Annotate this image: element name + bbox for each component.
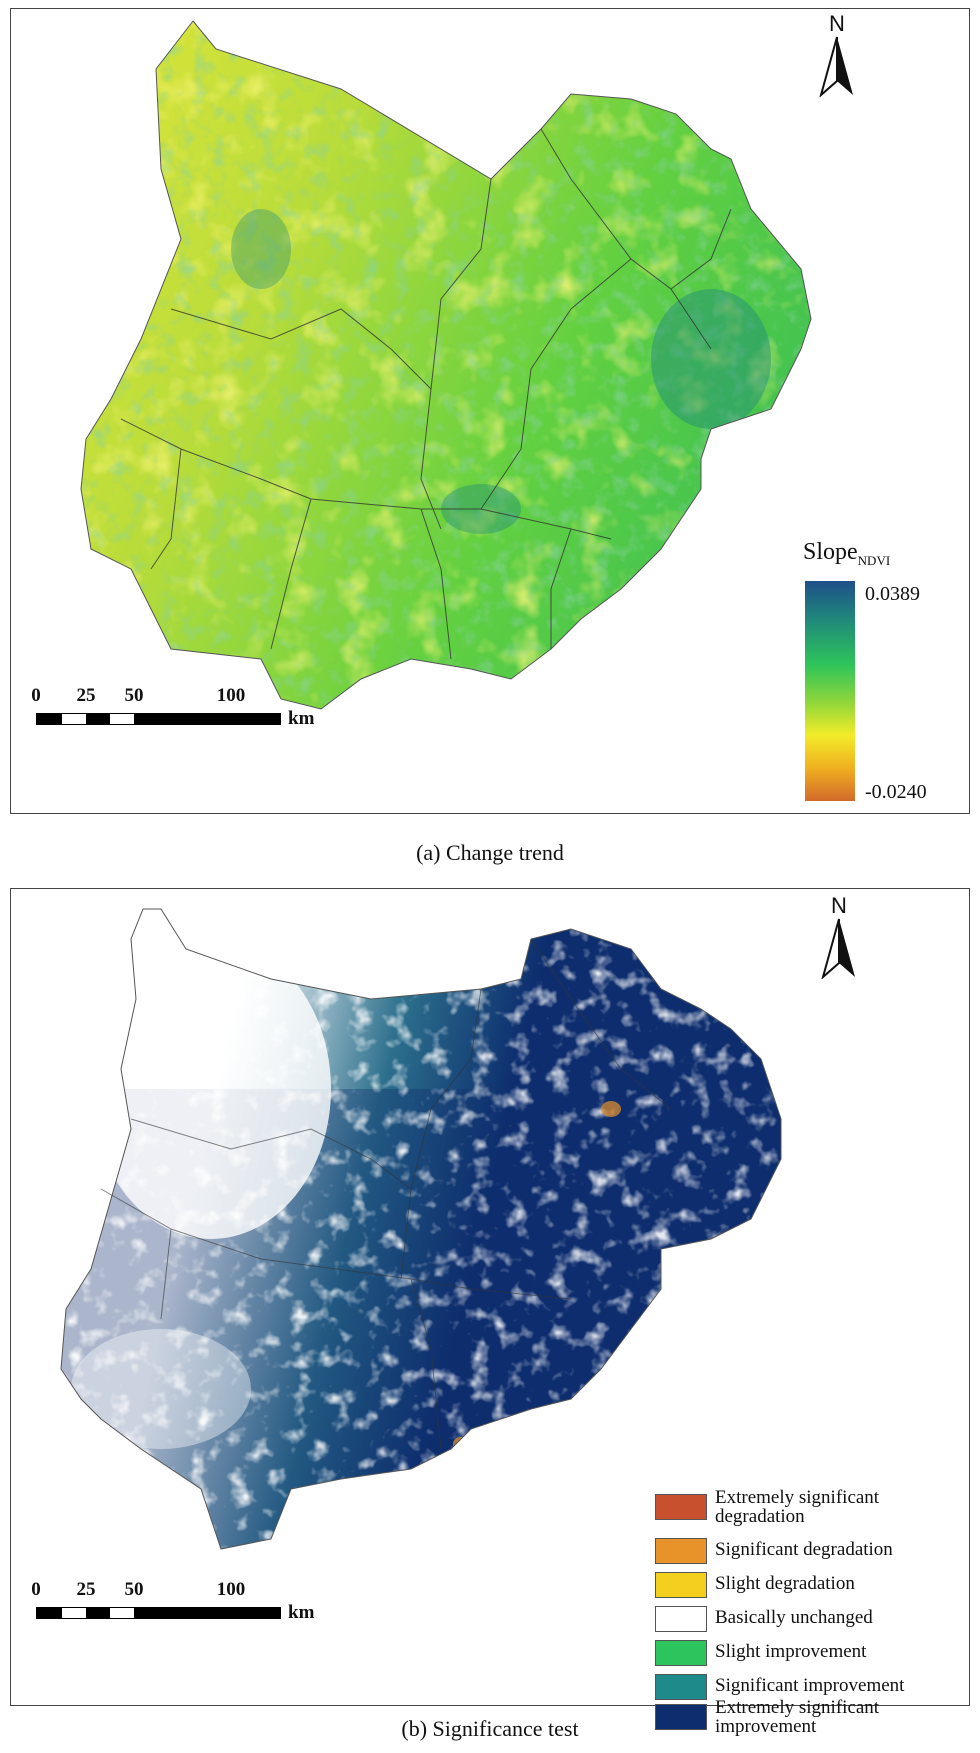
caption-b: (b) Significance test <box>401 1716 579 1741</box>
legend-label: Extremely significant degradation <box>715 1487 880 1527</box>
north-arrow-icon <box>821 918 855 980</box>
legend-label: Extremely significant improvement <box>715 1697 880 1737</box>
district-boundaries <box>120 128 732 660</box>
legend-label: Slight improvement <box>715 1641 867 1662</box>
significance-map-panel: N 0 25 50 100 km <box>10 888 970 1706</box>
change-trend-map-panel: N SlopeNDVI 0.0389 -0.0240 0 25 50 100 k… <box>10 8 970 814</box>
legend-swatch <box>655 1640 707 1666</box>
legend-item-unchanged: Basically unchanged <box>655 1600 965 1634</box>
legend-item-extreme-improvement: Extremely significant improvement <box>655 1694 965 1736</box>
scale-tick-0: 0 <box>31 1579 41 1600</box>
ndvi-slope-map <box>80 20 812 710</box>
scale-tick-100: 100 <box>216 685 246 706</box>
legend-swatch <box>655 1572 707 1598</box>
legend-swatch <box>655 1606 707 1632</box>
caption-a: (a) Change trend <box>416 840 564 865</box>
color-ramp <box>805 581 855 801</box>
legend-title: SlopeNDVI <box>803 539 891 568</box>
legend-min-label: -0.0240 <box>865 781 927 803</box>
scale-bar-b: 0 25 50 100 km <box>21 1579 321 1639</box>
legend-swatch <box>655 1494 707 1520</box>
slope-legend: SlopeNDVI 0.0389 -0.0240 <box>793 539 969 809</box>
legend-swatch <box>655 1674 707 1700</box>
legend-swatch <box>655 1704 707 1730</box>
scale-tick-50: 50 <box>124 1579 144 1600</box>
legend-label: Slight degradation <box>715 1573 855 1594</box>
scale-tick-50: 50 <box>124 685 144 706</box>
north-arrow: N <box>815 13 859 102</box>
scale-tick-0: 0 <box>31 685 41 706</box>
legend-label: Basically unchanged <box>715 1607 873 1628</box>
significance-map <box>60 908 782 1550</box>
north-label: N <box>829 11 845 36</box>
scale-tick-100: 100 <box>216 1579 246 1600</box>
district-boundaries-b <box>100 938 672 1450</box>
north-arrow-icon <box>819 36 853 98</box>
scale-bar-graphic <box>36 713 281 725</box>
scale-bar: 0 25 50 100 km <box>21 685 321 745</box>
scale-bar-graphic <box>36 1607 281 1619</box>
legend-max-label: 0.0389 <box>865 583 920 605</box>
scale-tick-25: 25 <box>76 1579 96 1600</box>
legend-item-slight-improvement: Slight improvement <box>655 1634 965 1668</box>
legend-item-extreme-degradation: Extremely significant degradation <box>655 1488 965 1526</box>
north-label-b: N <box>831 893 847 918</box>
scale-tick-25: 25 <box>76 685 96 706</box>
scale-unit: km <box>288 708 315 729</box>
legend-item-slight-degradation: Slight degradation <box>655 1566 965 1600</box>
legend-item-significant-degradation: Significant degradation <box>655 1532 965 1566</box>
scale-unit: km <box>288 1602 315 1623</box>
legend-swatch <box>655 1538 707 1564</box>
legend-label: Significant degradation <box>715 1539 893 1560</box>
legend-label: Significant improvement <box>715 1675 905 1696</box>
north-arrow-b: N <box>817 895 861 984</box>
legend-item-significant-improvement: Significant improvement <box>655 1668 965 1702</box>
